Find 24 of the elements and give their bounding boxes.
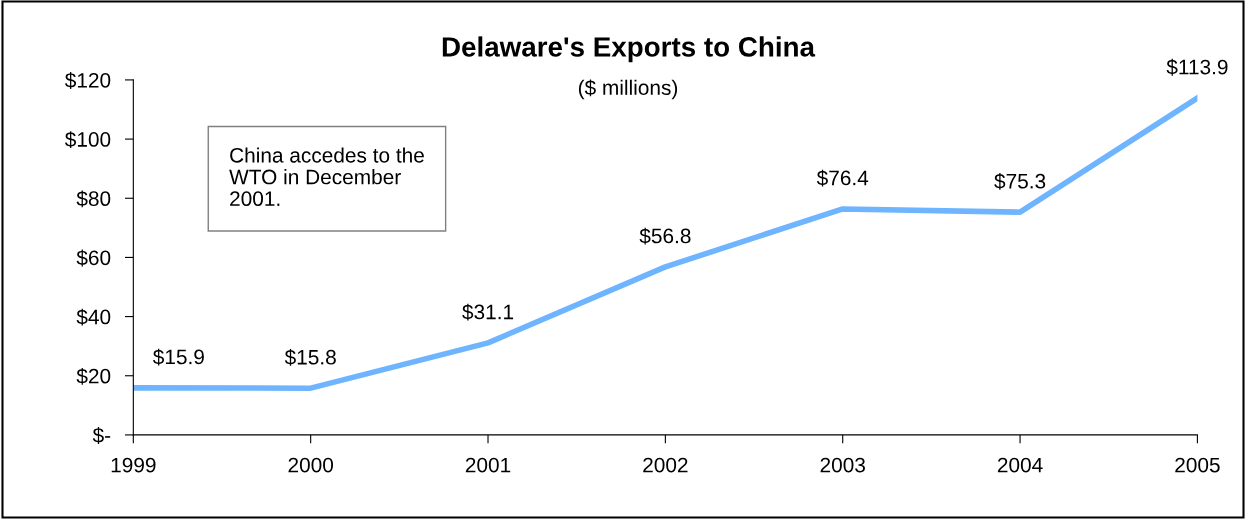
data-label: $15.9 (152, 348, 204, 366)
data-label: $56.8 (639, 227, 691, 245)
y-tick-label: $40 (76, 308, 111, 326)
y-tick-label: $100 (64, 131, 111, 149)
x-tick-label: 2004 (997, 457, 1043, 473)
x-tick-label: 2002 (643, 457, 688, 473)
data-label: $15.8 (284, 348, 336, 366)
data-label: $113.9 (1166, 58, 1228, 76)
x-tick-label: 2001 (465, 457, 511, 473)
annotation: China accedes to the WTO in December 2001. (229, 147, 424, 207)
data-label: $76.4 (816, 169, 869, 187)
x-tick-label: 2003 (820, 457, 865, 473)
y-tick-label: $20 (76, 367, 111, 385)
chart-title: Delaware's Exports to China (442, 36, 816, 63)
x-tick-label: 1999 (111, 457, 156, 473)
data-label: $31.1 (462, 303, 514, 321)
chart-subtitle: ($ millions) (578, 79, 678, 100)
y-tick-label: $120 (64, 72, 111, 89)
y-tick-label: $- (92, 427, 111, 444)
x-tick-label: 2005 (1175, 457, 1220, 473)
data-label: $75.3 (994, 172, 1046, 190)
x-tick-label: 2000 (288, 457, 334, 473)
y-tick-label: $60 (76, 249, 111, 267)
y-tick-label: $80 (76, 190, 111, 208)
